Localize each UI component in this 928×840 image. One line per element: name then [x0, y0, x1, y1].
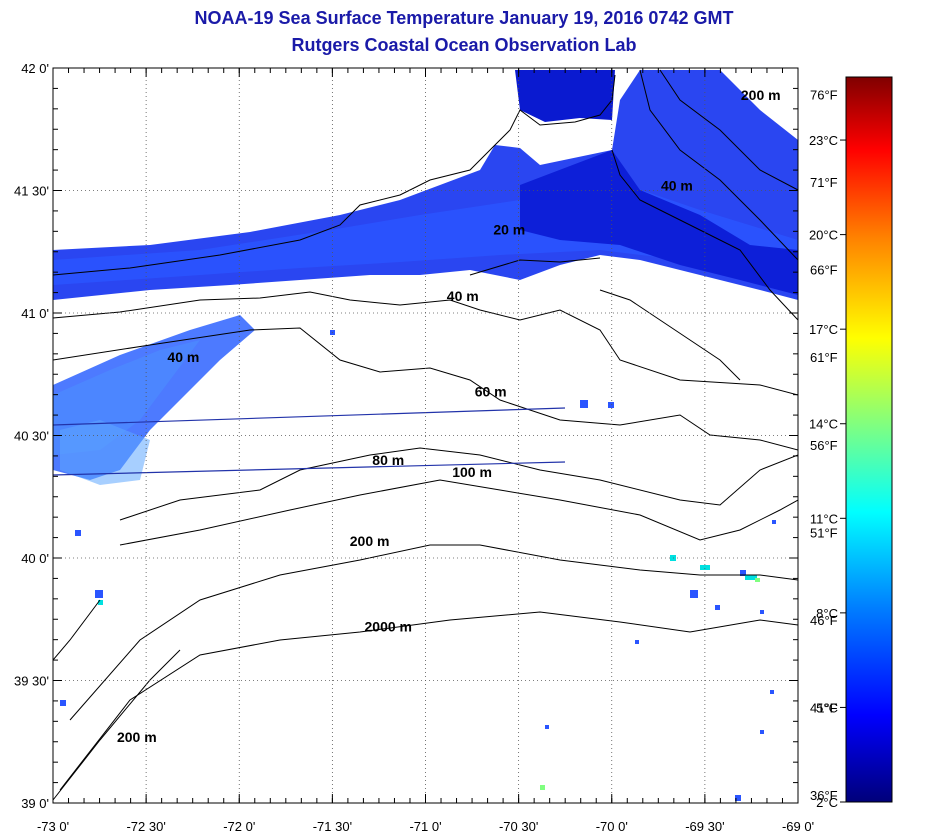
- contour-label: 200 m: [117, 729, 157, 745]
- lon-tick-label: -71 0': [409, 819, 441, 834]
- celsius-tick-label: 17°C: [809, 322, 838, 337]
- fahrenheit-tick-label: 46°F: [810, 613, 838, 628]
- contour-label: 80 m: [372, 452, 404, 468]
- fahrenheit-tick-label: 56°F: [810, 438, 838, 453]
- sst-swath: [53, 70, 798, 801]
- contour-label: 40 m: [167, 349, 199, 365]
- fahrenheit-tick-label: 41°F: [810, 700, 838, 715]
- contour-label: 200 m: [350, 533, 390, 549]
- celsius-tick-label: 5°C: [816, 700, 838, 715]
- fahrenheit-tick-label: 71°F: [810, 175, 838, 190]
- colorbar: [845, 76, 893, 803]
- celsius-tick-label: 2°C: [816, 795, 838, 810]
- lat-tick-label: 40 30': [14, 429, 49, 444]
- lon-tick-label: -70 30': [499, 819, 538, 834]
- lon-tick-label: -73 0': [37, 819, 69, 834]
- fahrenheit-tick-label: 76°F: [810, 88, 838, 103]
- transect-lines: [52, 407, 566, 476]
- colorbar-ticks: 23°C 20°C 17°C 14°C 11°C 8°C 5°C 2°C: [809, 133, 846, 810]
- fahrenheit-tick-label: 51°F: [810, 525, 838, 540]
- map-axes: -73 0' -72 30' -72 0' -71 30' -71 0' -70 30' -…: [14, 61, 838, 834]
- lat-tick-label: 41 30': [14, 184, 49, 199]
- contour-labels: 200 m 40 m 20 m 40 m 40 m 60 m 80 m 100 m 200 m 2…: [117, 87, 781, 745]
- contour-label: 60 m: [475, 383, 507, 399]
- celsius-tick-label: 20°C: [809, 228, 838, 243]
- lon-tick-label: -71 30': [313, 819, 352, 834]
- map-title: NOAA-19 Sea Surface Temperature January …: [194, 8, 734, 28]
- lat-tick-label: 41 0': [21, 306, 49, 321]
- contour-label: 40 m: [661, 178, 693, 194]
- celsius-tick-label: 23°C: [809, 133, 838, 148]
- contour-label: 40 m: [447, 288, 479, 304]
- contour-label: 20 m: [493, 222, 525, 238]
- lat-tick-label: 39 30': [14, 674, 49, 689]
- map-subtitle: Rutgers Coastal Ocean Observation Lab: [291, 35, 637, 55]
- map-grid: [53, 68, 798, 803]
- fahrenheit-tick-label: 66°F: [810, 263, 838, 278]
- celsius-tick-label: 11°C: [810, 511, 838, 526]
- contour-label: 200 m: [741, 87, 781, 103]
- fahrenheit-tick-label: 61°F: [810, 350, 838, 365]
- lat-tick-label: 40 0': [21, 551, 49, 566]
- lon-tick-label: -72 0': [223, 819, 255, 834]
- bathymetry-contours: [53, 69, 798, 801]
- contour-label: 2000 m: [365, 619, 412, 635]
- lon-tick-label: -72 30': [126, 819, 165, 834]
- lon-tick-label: -70 0': [596, 819, 628, 834]
- lon-tick-label: -69 0': [782, 819, 814, 834]
- lon-tick-label: -69 30': [685, 819, 724, 834]
- lat-tick-label: 42 0': [21, 61, 49, 76]
- lat-tick-label: 39 0': [21, 796, 49, 811]
- fahrenheit-tick-label: 36°F: [810, 788, 838, 803]
- celsius-tick-label: 14°C: [809, 417, 838, 432]
- contour-label: 100 m: [452, 464, 492, 480]
- celsius-tick-label: 8°C: [816, 606, 838, 621]
